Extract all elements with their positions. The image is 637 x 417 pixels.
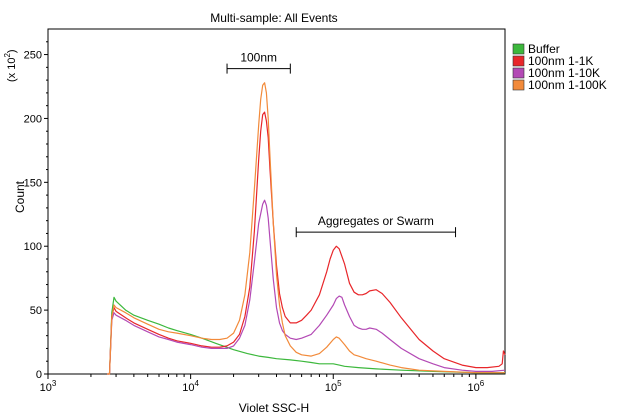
y-axis-ticks: 0 50 100 150 200 250: [24, 41, 48, 381]
legend-swatch-0: [512, 43, 525, 55]
y-tick-label-0: 0: [36, 369, 42, 381]
y-tick-label-4: 200: [24, 113, 42, 125]
chart-title: Multi-sample: All Events: [210, 11, 337, 25]
y-multiplier-exponent: 2: [3, 53, 12, 58]
y-multiplier-base: (x 10: [6, 58, 18, 82]
x-tick-label-1: 104: [182, 379, 199, 394]
annotation-layer: 100nm Aggregates or Swarm: [226, 51, 457, 238]
y-tick-label-5: 250: [24, 50, 42, 62]
x-axis-ticks: 103 104 105 106: [40, 374, 485, 394]
series-line-2: [107, 199, 506, 375]
plot-frame: [47, 28, 506, 375]
series-line-3: [107, 82, 505, 375]
y-tick-label-3: 150: [24, 177, 42, 189]
legend-label-3: 100nm 1-100K: [528, 78, 607, 92]
legend-label-1: 100nm 1-1K: [528, 54, 593, 68]
y-tick-label-2: 100: [24, 241, 42, 253]
y-multiplier-close: ): [6, 49, 18, 53]
series-line-1: [107, 111, 506, 375]
legend-swatch-1: [512, 55, 525, 67]
y-multiplier-label: (x 102): [3, 49, 18, 82]
y-axis-title: Count: [13, 180, 27, 213]
legend-label-0: Buffer: [528, 42, 560, 56]
svg-text:(x 102): (x 102): [3, 49, 18, 82]
x-axis-title: Violet SSC-H: [239, 401, 309, 415]
annotation-label-0: 100nm: [240, 51, 277, 65]
x-tick-label-3: 106: [468, 379, 485, 394]
x-tick-label-0: 103: [40, 379, 57, 394]
legend-swatch-2: [512, 67, 525, 79]
annotation-label-1: Aggregates or Swarm: [318, 214, 434, 228]
legend-label-2: 100nm 1-10K: [528, 66, 600, 80]
legend-swatch-3: [512, 79, 525, 91]
y-tick-label-1: 50: [30, 305, 42, 317]
series-line-0: [107, 296, 505, 375]
x-tick-label-2: 105: [325, 379, 342, 394]
series-layer: [107, 82, 506, 375]
